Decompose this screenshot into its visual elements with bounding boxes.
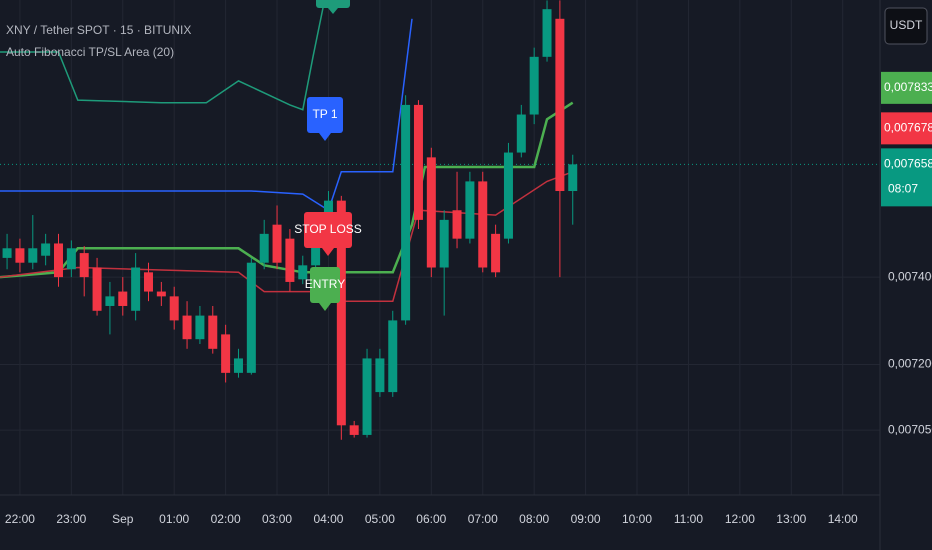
x-tick-label: 11:00 xyxy=(674,512,703,526)
x-tick-label: Sep xyxy=(112,512,134,526)
annotation-pointer xyxy=(322,248,334,256)
x-tick-label: 22:00 xyxy=(5,512,35,526)
y-tick-label: 0,007400 xyxy=(888,269,932,283)
candle-body xyxy=(465,181,475,239)
x-tick-label: 02:00 xyxy=(211,512,241,526)
candle-body xyxy=(413,104,423,220)
x-tick-label: 07:00 xyxy=(468,512,498,526)
price-tag-label: 0,007658 xyxy=(884,157,932,171)
candle-body xyxy=(529,56,539,115)
candle-body xyxy=(53,243,63,278)
candle-body xyxy=(259,233,269,263)
currency-label[interactable]: USDT xyxy=(890,18,923,32)
price-tag xyxy=(881,112,932,145)
candle-body xyxy=(169,296,179,321)
annotation-box xyxy=(310,267,340,303)
price-tag xyxy=(881,71,932,104)
candle-body xyxy=(478,181,488,268)
candle-body xyxy=(401,104,411,321)
price-tag-label: 0,007678 xyxy=(884,121,932,135)
candle-body xyxy=(246,262,256,373)
candle-body xyxy=(388,320,398,393)
price-tag xyxy=(881,148,932,207)
candle-body xyxy=(298,265,308,280)
top-marker xyxy=(316,0,350,14)
candle-body xyxy=(105,296,115,306)
annotation-label: TP 1 xyxy=(312,107,337,121)
candle-body xyxy=(272,224,282,263)
candle-body xyxy=(79,253,89,278)
price-tag-label: 0,007833 xyxy=(884,80,932,94)
candle-body xyxy=(311,246,321,266)
candle-body xyxy=(452,210,462,239)
candle-body xyxy=(555,18,565,192)
symbol-title: XNY / Tether SPOT · 15 · BITUNIX xyxy=(6,23,191,37)
candle-body xyxy=(15,248,25,263)
candle-body xyxy=(285,238,295,282)
candle-body xyxy=(118,291,128,306)
x-tick-label: 13:00 xyxy=(776,512,806,526)
candle-body xyxy=(221,334,231,373)
candle-body xyxy=(41,243,51,256)
x-tick-label: 03:00 xyxy=(262,512,292,526)
x-tick-label: 10:00 xyxy=(622,512,652,526)
candle-body xyxy=(542,9,552,57)
candle-body xyxy=(66,248,76,270)
candle-body xyxy=(182,315,192,340)
x-tick-label: 04:00 xyxy=(313,512,343,526)
annotation-box xyxy=(307,97,343,133)
plot-area: TP 1 STOP LOSS ENTRY xyxy=(0,0,880,440)
x-tick-label: 09:00 xyxy=(571,512,601,526)
countdown: 08:07 xyxy=(888,182,918,196)
candle-body xyxy=(503,152,513,239)
annotation: STOP LOSS xyxy=(294,212,362,256)
candle-body xyxy=(491,233,501,273)
candle-body xyxy=(143,272,153,292)
candle-body xyxy=(362,358,372,435)
indicator-line xyxy=(0,0,326,111)
annotation-label: ENTRY xyxy=(305,277,345,291)
candle-body xyxy=(426,157,436,268)
x-tick-label: 14:00 xyxy=(828,512,858,526)
candle-body xyxy=(2,248,12,258)
x-tick-label: 12:00 xyxy=(725,512,755,526)
candle-body xyxy=(439,219,449,268)
candle-body xyxy=(156,291,166,297)
indicator-name: Auto Fibonacci TP/SL Area (20) xyxy=(6,45,174,59)
candle-body xyxy=(131,267,141,311)
annotation: TP 1 xyxy=(307,97,343,141)
candle-body xyxy=(349,425,359,435)
candle-body xyxy=(336,200,346,426)
annotation-label: STOP LOSS xyxy=(294,222,362,236)
annotation-box xyxy=(304,212,352,248)
currency-button[interactable] xyxy=(884,7,928,45)
x-tick-label: 05:00 xyxy=(365,512,395,526)
candle-body xyxy=(28,248,38,263)
candle-body xyxy=(208,315,218,349)
annotation: ENTRY xyxy=(305,267,345,311)
candle-body xyxy=(233,358,243,373)
candle-body xyxy=(516,114,526,153)
candle-body xyxy=(375,358,385,393)
annotation-pointer xyxy=(319,303,331,311)
annotation-pointer xyxy=(319,133,331,141)
x-tick-label: 23:00 xyxy=(56,512,86,526)
x-tick-label: 08:00 xyxy=(519,512,549,526)
x-tick-label: 01:00 xyxy=(159,512,189,526)
candle-body xyxy=(92,267,102,311)
candle-body xyxy=(195,315,205,340)
x-tick-label: 06:00 xyxy=(416,512,446,526)
candle-body xyxy=(568,164,578,192)
